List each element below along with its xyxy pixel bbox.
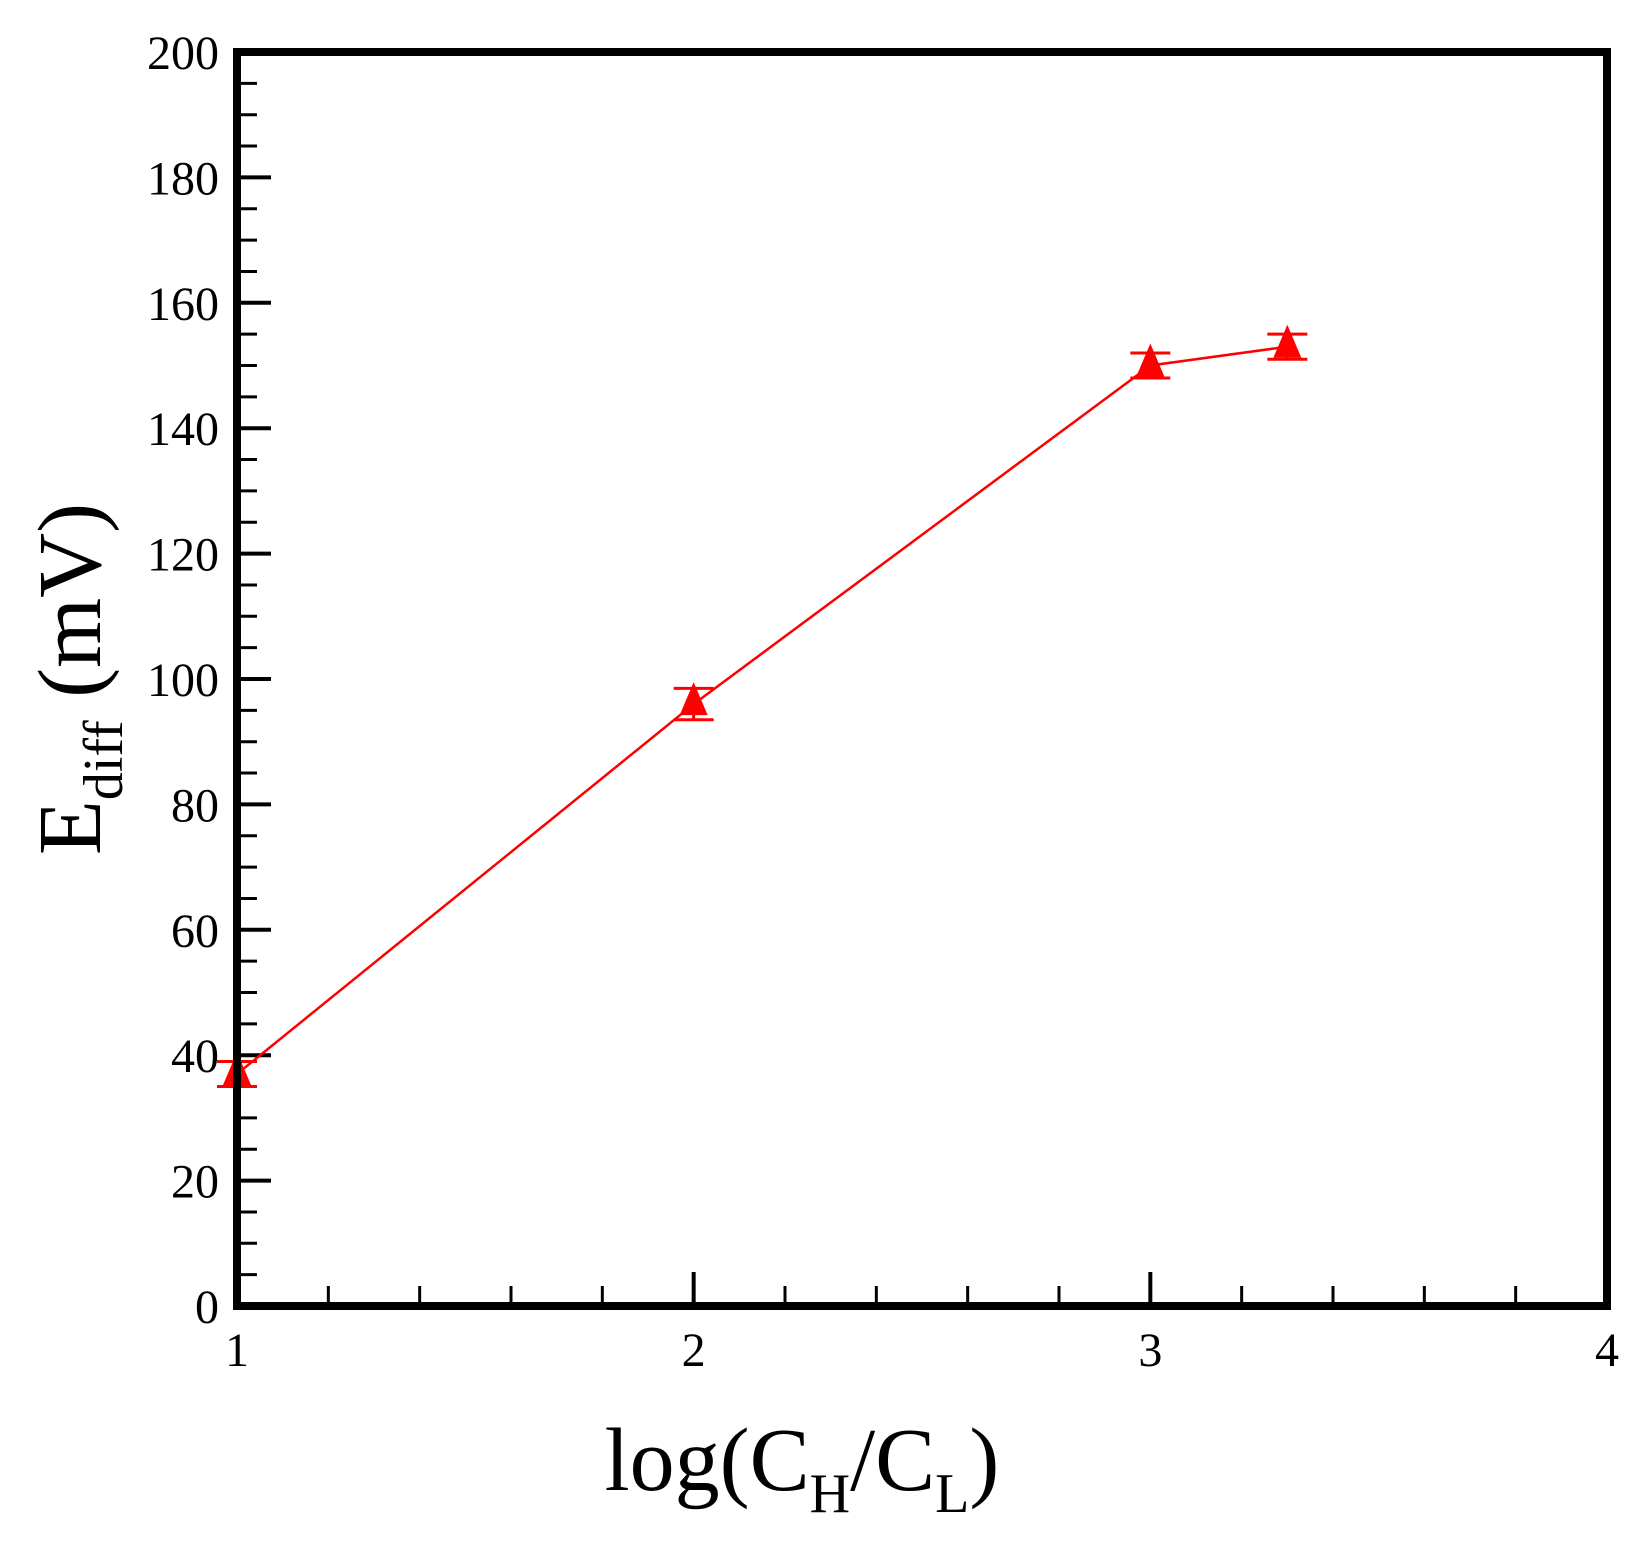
minor-ticks [237, 81, 1518, 1306]
x-tick-label: 1 [225, 1324, 249, 1377]
y-tick-label: 40 [171, 1030, 219, 1083]
y-tick-label: 200 [147, 27, 219, 80]
x-axis-title-sub2: L [935, 1463, 969, 1525]
x-tick-labels: 1 2 3 4 [225, 1324, 1619, 1377]
y-tick-label: 100 [147, 654, 219, 707]
x-axis-title: log(CH/CL) [605, 1411, 1000, 1525]
x-tick-label: 4 [1595, 1324, 1619, 1377]
x-axis-title-mid: /C [850, 1411, 935, 1510]
y-axis-title-end: (mV) [21, 503, 120, 720]
y-tick-label: 160 [147, 278, 219, 331]
data-point [1136, 343, 1165, 377]
y-tick-label: 180 [147, 152, 219, 205]
y-tick-label: 80 [171, 779, 219, 832]
y-tick-label: 60 [171, 905, 219, 958]
y-tick-labels: 0 20 40 60 80 100 120 140 160 180 200 [147, 27, 219, 1334]
data-point [679, 682, 708, 716]
y-tick-label: 120 [147, 529, 219, 582]
x-axis-title-main: log(C [605, 1411, 810, 1510]
plot-frame [233, 48, 1611, 1310]
y-axis-title-sub: diff [73, 720, 135, 800]
x-axis-title-sub1: H [810, 1463, 850, 1525]
y-axis-title: Ediff (mV) [21, 503, 135, 855]
data-point [1273, 324, 1302, 358]
series-line [236, 345, 1288, 1075]
y-tick-label: 20 [171, 1156, 219, 1209]
x-tick-label: 3 [1138, 1324, 1162, 1377]
y-tick-label: 140 [147, 403, 219, 456]
x-tick-label: 2 [682, 1324, 706, 1377]
y-tick-label: 0 [195, 1281, 219, 1334]
major-ticks [235, 50, 1609, 1308]
y-axis-title-main: E [21, 800, 120, 855]
x-axis-title-end: ) [969, 1411, 999, 1510]
series-layer [217, 324, 1308, 1089]
